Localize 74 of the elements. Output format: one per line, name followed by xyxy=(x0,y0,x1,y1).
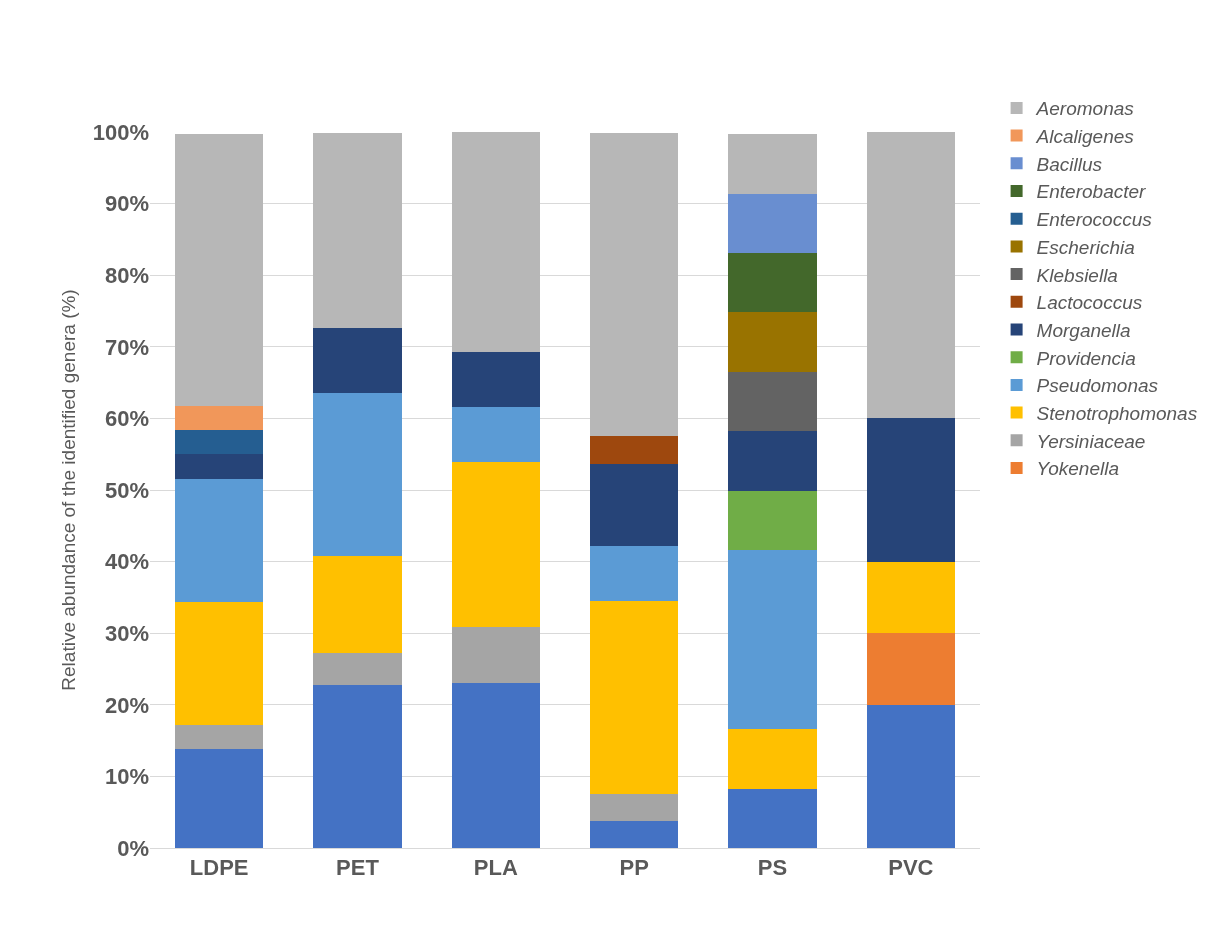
bar xyxy=(866,704,956,848)
bar xyxy=(589,600,679,794)
y-axis-title: Relative abundance of the identified genera (%) xyxy=(57,289,79,691)
bar xyxy=(728,253,817,313)
x-tick-label: PET xyxy=(336,855,380,881)
bar xyxy=(866,418,956,562)
y-tick-label: 10% xyxy=(104,764,149,790)
bar xyxy=(174,429,264,455)
bar xyxy=(866,132,956,419)
bar xyxy=(589,436,679,464)
bar xyxy=(313,132,402,329)
legend-label: Stenotrophomonas xyxy=(1036,403,1198,424)
legend-label: Providencia xyxy=(1036,347,1136,369)
bar xyxy=(728,371,817,432)
y-tick-label: 20% xyxy=(104,692,149,718)
bar xyxy=(313,555,402,654)
bar xyxy=(589,793,679,821)
bar xyxy=(728,312,817,372)
x-tick-label: PS xyxy=(757,855,788,881)
bar xyxy=(866,561,956,634)
legend-label: Lactococcus xyxy=(1036,292,1143,314)
bar xyxy=(174,601,264,725)
bar xyxy=(174,454,264,479)
bar xyxy=(728,431,817,491)
bar xyxy=(451,627,541,683)
bar xyxy=(451,351,541,407)
bar xyxy=(174,478,264,602)
legend-label: Bacillus xyxy=(1036,153,1103,175)
x-tick-label: PLA xyxy=(473,855,518,881)
legend-label: Enterococcus xyxy=(1036,209,1153,231)
y-tick-label: 100% xyxy=(92,119,149,145)
bar xyxy=(313,393,402,556)
x-tick-label: PP xyxy=(619,855,649,881)
bar xyxy=(728,490,817,551)
bar xyxy=(174,749,264,848)
bar xyxy=(728,134,817,194)
legend-label: Escherichia xyxy=(1036,236,1135,258)
x-tick-label: LDPE xyxy=(189,855,249,881)
bar xyxy=(589,820,679,848)
legend-label: Yokenella xyxy=(1036,458,1120,480)
y-tick-label: 60% xyxy=(104,406,149,432)
bar xyxy=(451,462,541,628)
bar xyxy=(589,463,679,546)
bar xyxy=(451,132,541,352)
bar xyxy=(174,134,264,406)
legend-label: Pseudomonas xyxy=(1036,375,1159,397)
y-tick-label: 50% xyxy=(104,477,149,503)
legend-label: Aeromonas xyxy=(1035,98,1135,120)
y-tick-label: 70% xyxy=(104,334,149,360)
bar xyxy=(728,550,817,730)
bar xyxy=(728,788,817,848)
bar xyxy=(866,633,956,705)
bar xyxy=(174,405,264,430)
bar xyxy=(174,724,264,750)
x-tick-label: PVC xyxy=(888,855,934,881)
bar xyxy=(728,193,817,253)
y-tick-label: 30% xyxy=(104,620,149,646)
legend-label: Morganella xyxy=(1036,319,1131,341)
bar xyxy=(589,545,679,601)
y-tick-label: 80% xyxy=(104,262,149,288)
legend-label: Yersiniaceae xyxy=(1036,430,1146,452)
y-tick-label: 90% xyxy=(104,191,149,217)
bar xyxy=(728,729,817,789)
bar xyxy=(313,653,402,686)
bar xyxy=(451,682,541,848)
legend-label: Alcaligenes xyxy=(1035,126,1135,147)
legend-label: Klebsiella xyxy=(1036,264,1118,286)
bar xyxy=(313,328,402,394)
y-tick-label: 0% xyxy=(117,835,149,861)
bar xyxy=(313,685,402,848)
bar xyxy=(451,406,541,463)
bar xyxy=(589,133,679,437)
legend-label: Enterobacter xyxy=(1036,181,1147,203)
y-tick-label: 40% xyxy=(104,549,149,575)
